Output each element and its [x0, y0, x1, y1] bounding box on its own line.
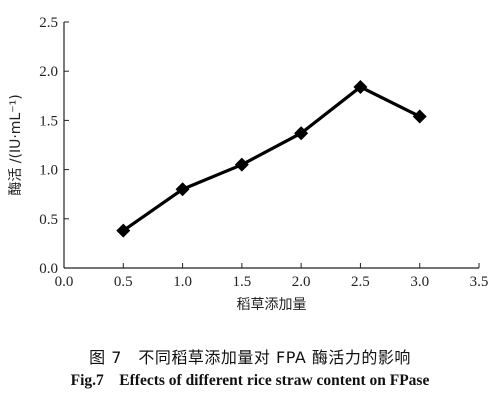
chart-series [116, 79, 427, 238]
x-axis-title: 稻草添加量 [237, 297, 307, 313]
x-tick-label: 1.5 [232, 274, 251, 290]
figure-caption-chinese: 图 7 不同稻草添加量对 FPA 酶活力的影响 [89, 348, 411, 367]
x-tick-label: 2.0 [292, 274, 311, 290]
y-tick-label: 0.0 [39, 261, 58, 277]
chart-ticks: 0.0 0.5 1.0 1.5 2.0 2.5 3.0 3.5 0.0 0.5 1.0 1.5 2.0 2… [39, 15, 488, 290]
y-tick-label: 2.0 [39, 64, 58, 80]
x-tick-label: 2.5 [351, 274, 370, 290]
y-tick-label: 1.0 [39, 163, 58, 179]
x-tick-label: 3.0 [410, 274, 429, 290]
line-chart: 0.0 0.5 1.0 1.5 2.0 2.5 3.0 3.5 0.0 0.5 1.0 1.5 2.0 2… [8, 15, 488, 313]
data-point-marker [175, 182, 190, 197]
data-point-marker [412, 109, 427, 124]
data-point-marker [234, 157, 249, 172]
x-tick-label: 3.5 [470, 274, 489, 290]
figure-caption-english: Fig.7 Effects of different rice straw co… [70, 372, 430, 389]
y-axis-title: 酶活 /(IU·mL⁻¹) [8, 94, 24, 195]
data-point-marker [294, 126, 309, 141]
y-tick-label: 2.5 [39, 15, 58, 31]
y-tick-label: 1.5 [39, 113, 58, 129]
x-tick-label: 1.0 [173, 274, 192, 290]
data-point-marker [116, 223, 131, 238]
chart-axes [63, 22, 479, 269]
series-line [121, 85, 422, 233]
y-tick-label: 0.5 [39, 212, 58, 228]
x-tick-label: 0.5 [114, 274, 133, 290]
data-point-marker [353, 79, 368, 94]
x-tick-label: 0.0 [55, 274, 74, 290]
